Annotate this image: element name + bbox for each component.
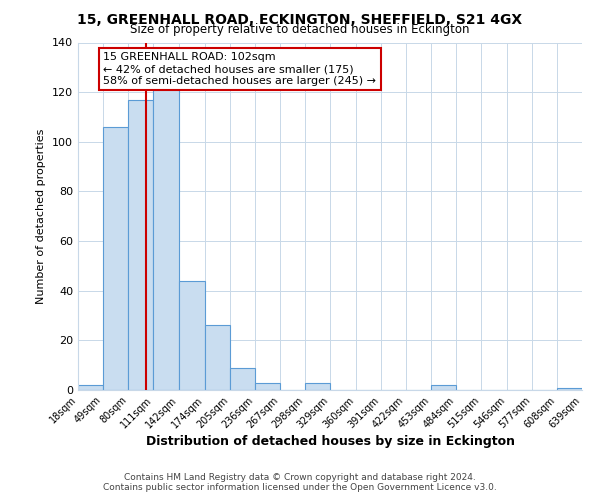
- Bar: [205, 326, 230, 390]
- Bar: [128, 100, 154, 390]
- Bar: [179, 281, 205, 390]
- Bar: [230, 368, 255, 390]
- Bar: [154, 60, 179, 390]
- Bar: [78, 385, 103, 390]
- Bar: [431, 385, 456, 390]
- Text: 15 GREENHALL ROAD: 102sqm
← 42% of detached houses are smaller (175)
58% of semi: 15 GREENHALL ROAD: 102sqm ← 42% of detac…: [103, 52, 376, 86]
- Y-axis label: Number of detached properties: Number of detached properties: [37, 128, 46, 304]
- Bar: [255, 382, 280, 390]
- Text: 15, GREENHALL ROAD, ECKINGTON, SHEFFIELD, S21 4GX: 15, GREENHALL ROAD, ECKINGTON, SHEFFIELD…: [77, 12, 523, 26]
- Bar: [557, 388, 582, 390]
- Text: Size of property relative to detached houses in Eckington: Size of property relative to detached ho…: [130, 22, 470, 36]
- Bar: [305, 382, 331, 390]
- Text: Contains HM Land Registry data © Crown copyright and database right 2024.
Contai: Contains HM Land Registry data © Crown c…: [103, 473, 497, 492]
- Bar: [103, 127, 128, 390]
- X-axis label: Distribution of detached houses by size in Eckington: Distribution of detached houses by size …: [146, 436, 515, 448]
